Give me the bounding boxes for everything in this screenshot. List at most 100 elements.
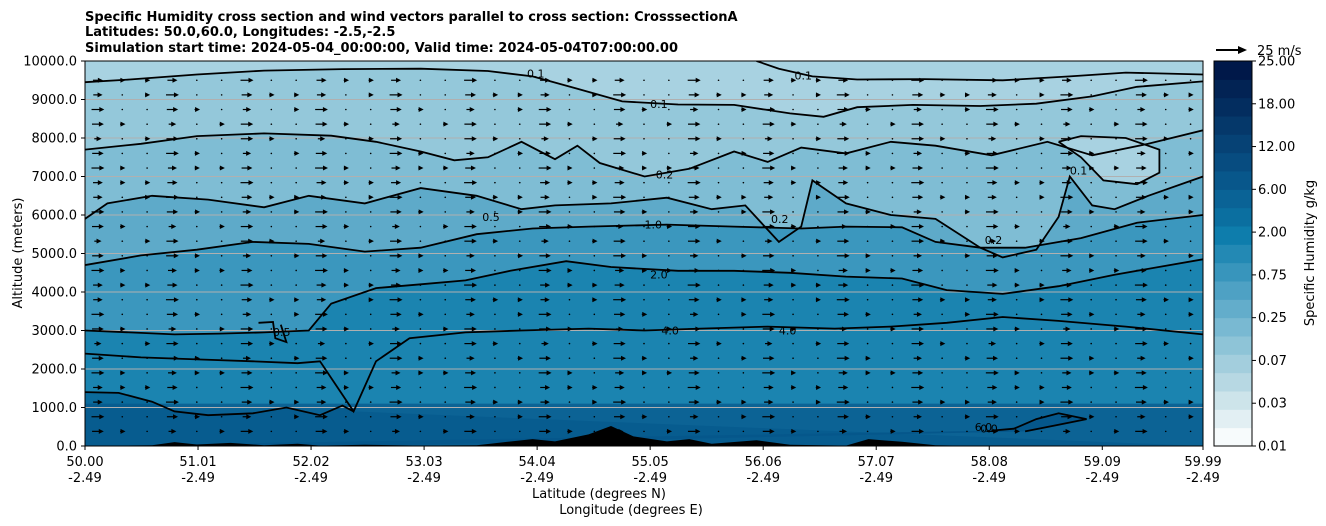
wind-vector [613, 253, 627, 259]
wind-vector [866, 284, 869, 286]
colorbar-segment [1214, 189, 1252, 209]
wind-vector [315, 224, 328, 230]
wind-vector [762, 209, 776, 215]
wind-vector [741, 355, 747, 361]
wind-vector [538, 414, 552, 420]
wind-vector [987, 180, 998, 186]
wind-vector [911, 224, 924, 230]
wind-vector [1063, 121, 1071, 127]
wind-vector [941, 255, 943, 257]
contour-label: 0.2 [985, 234, 1003, 247]
wind-vector [592, 194, 598, 200]
wind-vector [613, 150, 627, 156]
wind-vector [146, 401, 148, 403]
colorbar-tick-label: 2.00 [1258, 226, 1287, 241]
wind-vector [817, 123, 819, 125]
wind-vector [891, 255, 894, 257]
wind-vector [465, 370, 477, 376]
wind-vector [687, 238, 701, 244]
wind-vector [912, 92, 924, 98]
wind-vector [464, 384, 478, 390]
wind-vector [742, 167, 745, 169]
wind-vector [518, 240, 521, 242]
wind-vector [166, 238, 179, 244]
wind-vector [716, 194, 722, 200]
wind-vector [643, 181, 645, 184]
wind-vector [913, 107, 922, 113]
wind-vector [494, 167, 496, 169]
wind-vector [891, 415, 894, 418]
wind-vector [717, 167, 720, 169]
wind-vector [1014, 282, 1020, 288]
wind-vector [568, 415, 571, 418]
wind-vector [518, 79, 521, 82]
colorbar-segment [1214, 116, 1252, 135]
wind-vector [219, 428, 225, 434]
wind-vector [641, 253, 648, 259]
wind-vector [92, 224, 104, 230]
wind-vector [688, 399, 700, 405]
wind-vector [418, 311, 424, 317]
wind-vector [444, 415, 447, 418]
wind-vector [986, 107, 999, 113]
wind-vector [593, 430, 596, 433]
wind-vector [1060, 341, 1073, 347]
wind-vector [791, 165, 797, 171]
wind-vector [120, 428, 126, 434]
wind-vector [540, 384, 551, 390]
wind-vector [1040, 123, 1043, 125]
wind-vector [1115, 401, 1117, 403]
wind-vector [614, 77, 625, 83]
wind-vector [567, 428, 573, 434]
wind-vector [817, 313, 819, 316]
wind-vector [368, 92, 374, 98]
wind-vector [93, 282, 103, 288]
contour-line-1.0 [85, 214, 1203, 266]
wind-vector [1015, 108, 1018, 111]
wind-vector [741, 253, 747, 259]
wind-vector [742, 79, 745, 82]
wind-vector [1164, 181, 1167, 184]
wind-vector [568, 357, 571, 360]
wind-vector [567, 180, 573, 186]
wind-vector [593, 211, 596, 213]
wind-vector [518, 342, 521, 345]
wind-vector [690, 253, 699, 259]
wind-vector [815, 194, 821, 200]
wind-vector [1015, 167, 1018, 169]
wind-vector [668, 152, 670, 155]
wind-vector [1115, 342, 1117, 345]
wind-vector [815, 399, 821, 405]
wind-vector [1040, 255, 1043, 257]
wind-vector [1090, 342, 1092, 345]
wind-vector [866, 240, 869, 242]
wind-vector [146, 415, 148, 418]
wind-vector [316, 92, 327, 98]
wind-vector [494, 386, 496, 389]
wind-vector [641, 150, 648, 156]
wind-vector [369, 255, 372, 257]
wind-vector [315, 355, 328, 361]
x-tick-label-lon: -2.49 [520, 471, 554, 486]
wind-vector [668, 137, 670, 140]
wind-vector [345, 108, 347, 111]
wind-vector [1115, 415, 1117, 418]
wind-vector [270, 255, 273, 257]
wind-vector [1115, 108, 1117, 111]
wind-vector [418, 165, 424, 171]
wind-vector [985, 165, 999, 171]
y-axis-label: Altitude (meters) [11, 198, 26, 309]
wind-vector [167, 180, 178, 186]
wind-vector [93, 384, 103, 390]
wind-vector [941, 357, 943, 360]
wind-vector [538, 209, 552, 215]
wind-vector [1189, 342, 1192, 345]
wind-vector [241, 267, 253, 273]
wind-vector [464, 428, 477, 434]
contour-line-4.0 [85, 316, 1203, 414]
wind-vector [196, 123, 198, 125]
wind-vector [1164, 255, 1167, 257]
wind-vector [643, 284, 645, 286]
wind-vector [419, 94, 422, 96]
